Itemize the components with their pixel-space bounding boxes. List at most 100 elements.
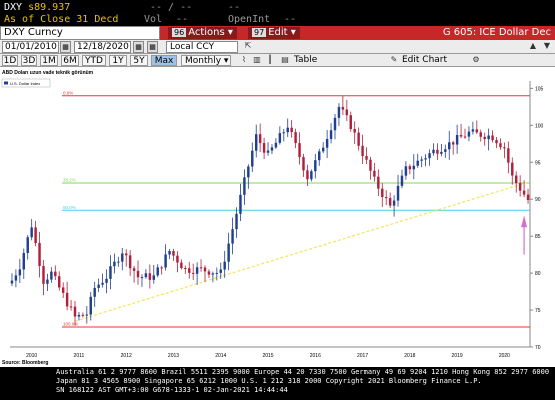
- edit-menu-button[interactable]: 97 Edit ▾: [248, 27, 300, 39]
- candle-body: [69, 306, 73, 308]
- chevron-down-icon: ▾: [227, 27, 233, 38]
- candle-body: [345, 109, 349, 116]
- candle-body: [451, 142, 455, 145]
- y-tick-label: 80: [535, 271, 541, 277]
- x-tick-label: 2012: [121, 353, 132, 359]
- start-date-field[interactable]: 01/01/2010: [2, 41, 59, 53]
- period-button-3d[interactable]: 3D: [21, 55, 37, 66]
- chevron-down-icon: ▾: [223, 56, 229, 66]
- expand-icon[interactable]: ⇱: [244, 41, 252, 50]
- arrow-up-icon[interactable]: ▲: [529, 41, 537, 50]
- candle-body: [61, 287, 65, 293]
- candle-body: [396, 185, 400, 201]
- period-button-1d[interactable]: 1D: [2, 55, 18, 66]
- period-button-ytd[interactable]: YTD: [82, 55, 106, 66]
- arrow-down-icon[interactable]: ▼: [543, 41, 551, 50]
- x-tick-label: 2014: [215, 353, 226, 359]
- candle-body: [262, 143, 266, 153]
- actions-menu-button[interactable]: 96 Actions ▾: [168, 27, 237, 39]
- legend-label: U.S. Dollar Index: [10, 81, 40, 86]
- period-button-max[interactable]: Max: [151, 55, 177, 66]
- candle-body: [278, 133, 282, 143]
- footer-line-1: Australia 61 2 9777 8600 Brazil 5511 239…: [56, 368, 550, 376]
- candle-body: [365, 156, 368, 160]
- edit-number: 97: [252, 28, 267, 37]
- candle-body: [30, 227, 33, 238]
- candle-body: [46, 279, 49, 284]
- x-tick-label: 2019: [452, 353, 463, 359]
- candle-body: [223, 261, 226, 270]
- candle-body: [247, 166, 250, 178]
- candle-body: [491, 135, 494, 141]
- x-tick-label: 2013: [168, 353, 179, 359]
- candle-body: [459, 134, 463, 137]
- candle-body: [152, 275, 156, 280]
- calendar-icon[interactable]: ▦: [147, 41, 158, 53]
- candle-body: [455, 134, 459, 145]
- line-chart-icon[interactable]: ⌇: [242, 55, 246, 64]
- candle-body: [172, 250, 175, 256]
- fib-label: 100.0%: [63, 322, 78, 327]
- candle-body: [408, 166, 412, 170]
- candle-body: [381, 188, 384, 198]
- candle-body: [337, 106, 341, 118]
- calendar-icon[interactable]: ▦: [60, 41, 71, 53]
- candle-body: [128, 255, 132, 269]
- y-tick-label: 90: [535, 197, 541, 203]
- y-tick-label: 95: [535, 160, 541, 166]
- table-icon[interactable]: ▤: [281, 55, 289, 64]
- edit-chart-button[interactable]: Edit Chart: [402, 55, 448, 65]
- candle-body: [203, 267, 207, 272]
- candle-body: [448, 142, 451, 150]
- candle-body: [270, 147, 274, 151]
- period-button-6m[interactable]: 6M: [61, 55, 79, 66]
- candle-body: [314, 160, 317, 172]
- candle-body: [136, 270, 140, 278]
- x-tick-label: 2010: [26, 353, 37, 359]
- candle-body: [286, 127, 289, 133]
- candle-body: [357, 132, 360, 146]
- period-button-1y[interactable]: 1Y: [109, 55, 127, 66]
- candle-body: [164, 254, 167, 268]
- frequency-select[interactable]: Monthly ▾: [181, 55, 231, 66]
- x-tick-label: 2018: [404, 353, 415, 359]
- candle-body: [377, 176, 380, 189]
- quote-change: -- / --: [150, 2, 193, 13]
- quote-hi: --: [228, 2, 241, 13]
- candle-body: [50, 271, 53, 280]
- candle-body: [467, 131, 471, 137]
- candle-body: [231, 229, 234, 244]
- edit-chart-icon[interactable]: ✎: [390, 55, 398, 64]
- period-button-5y[interactable]: 5Y: [130, 55, 148, 66]
- currency-select[interactable]: Local CCY: [166, 41, 238, 53]
- candle-body: [105, 278, 108, 283]
- period-button-1m[interactable]: 1M: [40, 55, 58, 66]
- candle-body: [156, 267, 159, 276]
- candle-body: [117, 261, 120, 263]
- candle-body: [97, 284, 100, 288]
- security-input[interactable]: DXY Curncy: [0, 26, 160, 40]
- candle-icon[interactable]: ┃: [267, 55, 273, 64]
- candle-body: [54, 271, 57, 277]
- asof-date: 31 Decd: [76, 14, 119, 25]
- end-date-field[interactable]: 12/18/2020: [74, 41, 131, 53]
- chart-source: Source: Bloomberg: [2, 360, 48, 366]
- candle-body: [207, 271, 211, 275]
- candle-body: [101, 282, 104, 285]
- candle-body: [412, 165, 416, 170]
- y-tick-label: 75: [535, 308, 541, 314]
- currency-value: Local CCY: [170, 42, 215, 52]
- asof-label: As of Close: [4, 14, 71, 25]
- settings-icon[interactable]: ⚙: [472, 55, 480, 64]
- candle-body: [22, 252, 26, 270]
- calendar-icon[interactable]: ▦: [133, 41, 144, 53]
- chart-title: ABD Doları uzun vade teknik görünüm: [2, 70, 94, 76]
- bar-chart-icon[interactable]: ▥: [253, 55, 261, 64]
- candle-body: [191, 272, 195, 274]
- candle-body: [487, 135, 490, 140]
- candle-body: [298, 143, 301, 158]
- fib-label: 0.0%: [63, 90, 73, 95]
- period-bar: 1D 3D 1M 6M YTD 1Y 5Y Max Monthly ▾ ⌇ ▥ …: [0, 54, 555, 67]
- table-button[interactable]: Table: [294, 55, 318, 65]
- chart-background: [0, 67, 555, 367]
